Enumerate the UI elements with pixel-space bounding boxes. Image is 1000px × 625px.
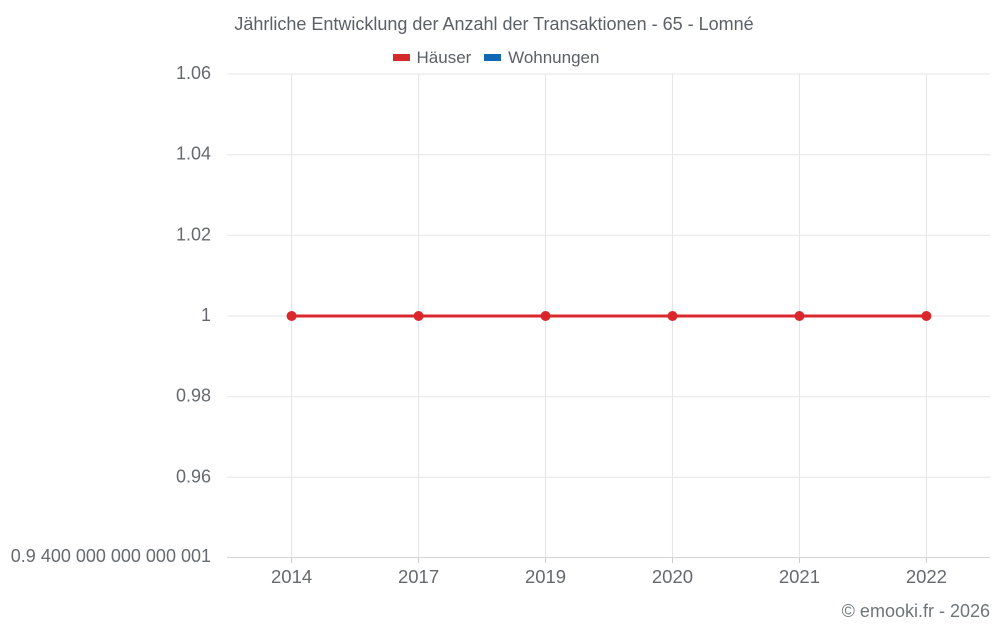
svg-text:2019: 2019: [525, 566, 566, 587]
svg-text:1.06: 1.06: [176, 63, 211, 83]
svg-text:1.02: 1.02: [176, 224, 211, 244]
svg-text:2014: 2014: [271, 566, 312, 587]
svg-text:2021: 2021: [779, 566, 820, 587]
svg-text:2022: 2022: [906, 566, 947, 587]
svg-text:2017: 2017: [398, 566, 439, 587]
svg-text:0.9 400 000 000 000 001: 0.9 400 000 000 000 001: [11, 546, 211, 566]
svg-text:0.98: 0.98: [176, 386, 211, 406]
svg-text:1.04: 1.04: [176, 144, 211, 164]
svg-text:0.96: 0.96: [176, 466, 211, 486]
svg-text:2020: 2020: [652, 566, 693, 587]
svg-text:1: 1: [201, 305, 211, 325]
